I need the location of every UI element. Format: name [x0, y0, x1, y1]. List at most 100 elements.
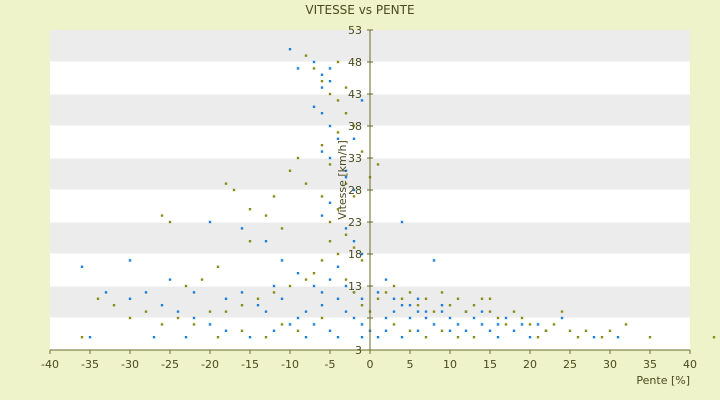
data-point-series-1 — [520, 323, 524, 326]
data-point-series-1 — [328, 80, 332, 83]
x-tick-label: -35 — [81, 358, 99, 371]
data-point-series-1 — [400, 304, 404, 307]
data-point-series-1 — [408, 316, 412, 320]
data-point-series-2 — [160, 214, 164, 217]
data-point-series-2 — [176, 316, 180, 320]
data-point-series-2 — [336, 99, 340, 102]
data-point-series-1 — [256, 304, 260, 307]
data-point-series-2 — [408, 291, 412, 294]
data-point-series-2 — [424, 336, 428, 339]
data-point-series-1 — [296, 272, 300, 275]
data-point-series-1 — [352, 240, 356, 243]
data-point-series-2 — [384, 291, 388, 294]
data-point-series-1 — [224, 329, 228, 332]
x-tick-label: 25 — [563, 358, 577, 371]
data-point-series-1 — [240, 227, 244, 230]
data-point-series-2 — [224, 310, 228, 313]
data-point-series-1 — [424, 316, 428, 320]
data-point-series-2 — [256, 297, 260, 300]
data-point-series-2 — [200, 278, 204, 281]
data-point-series-2 — [560, 310, 564, 313]
data-point-series-1 — [160, 304, 164, 307]
x-tick-label: -15 — [241, 358, 259, 371]
data-point-series-2 — [376, 297, 380, 300]
data-point-series-2 — [288, 284, 292, 288]
data-point-series-1 — [184, 336, 188, 339]
data-point-series-2 — [216, 265, 220, 268]
data-point-series-2 — [352, 291, 356, 294]
data-point-series-2 — [224, 182, 228, 185]
data-point-series-2 — [328, 92, 332, 96]
data-point-series-1 — [512, 329, 516, 332]
data-point-series-1 — [264, 310, 268, 313]
data-point-series-1 — [480, 323, 484, 326]
data-point-series-1 — [312, 323, 316, 326]
data-point-series-1 — [320, 86, 324, 89]
x-tick-label: -30 — [121, 358, 139, 371]
y-tick-label: 28 — [348, 184, 362, 197]
y-tick-label: 53 — [348, 24, 362, 37]
data-point-series-1 — [472, 316, 476, 320]
data-point-series-1 — [384, 329, 388, 332]
data-point-series-1 — [360, 323, 364, 326]
data-point-series-2 — [576, 336, 580, 339]
data-point-series-2 — [232, 188, 236, 192]
data-point-series-2 — [288, 169, 292, 172]
y-axis-label: Vitesse [km/h] — [336, 140, 349, 220]
data-point-series-2 — [160, 323, 164, 326]
data-point-series-2 — [248, 240, 252, 243]
data-point-series-1 — [320, 150, 324, 153]
data-point-series-1 — [440, 304, 444, 307]
data-point-series-2 — [128, 316, 132, 320]
data-point-series-1 — [504, 316, 508, 320]
data-point-series-1 — [416, 310, 420, 313]
data-point-series-1 — [424, 310, 428, 313]
data-point-series-1 — [384, 316, 388, 320]
data-point-series-2 — [376, 163, 380, 166]
data-point-series-2 — [712, 336, 716, 339]
x-tick-label: 5 — [407, 358, 414, 371]
x-tick-label: -10 — [281, 358, 299, 371]
x-tick-label: 20 — [523, 358, 537, 371]
data-point-series-1 — [592, 336, 596, 339]
data-point-series-1 — [432, 259, 436, 262]
x-tick-label: -5 — [325, 358, 336, 371]
data-point-series-1 — [376, 291, 380, 294]
data-point-series-2 — [624, 323, 628, 326]
data-point-series-2 — [488, 297, 492, 300]
data-point-series-2 — [352, 124, 356, 128]
data-point-series-1 — [360, 99, 364, 102]
data-point-series-2 — [472, 336, 476, 339]
data-point-series-1 — [616, 336, 620, 339]
data-point-series-2 — [320, 80, 324, 83]
data-point-series-2 — [432, 310, 436, 313]
data-point-series-2 — [552, 323, 556, 326]
y-tick-label: 33 — [348, 152, 362, 165]
data-point-series-2 — [584, 329, 588, 332]
data-point-series-1 — [448, 329, 452, 332]
data-point-series-1 — [352, 188, 356, 192]
data-point-series-2 — [416, 304, 420, 307]
data-point-series-2 — [448, 304, 452, 307]
data-point-series-2 — [336, 252, 340, 256]
data-point-series-1 — [88, 336, 92, 339]
data-point-series-2 — [600, 336, 604, 339]
data-point-series-1 — [80, 265, 84, 268]
y-tick-label: 38 — [348, 120, 362, 133]
data-point-series-1 — [320, 291, 324, 294]
data-point-series-1 — [536, 323, 540, 326]
data-point-series-2 — [280, 227, 284, 230]
data-point-series-2 — [264, 336, 268, 339]
data-point-series-2 — [272, 195, 276, 198]
y-tick-label: 23 — [348, 216, 362, 229]
data-point-series-2 — [248, 208, 252, 211]
x-tick-label: -20 — [201, 358, 219, 371]
data-point-series-2 — [344, 112, 348, 115]
data-point-series-1 — [376, 336, 380, 339]
x-tick-label: 35 — [643, 358, 657, 371]
data-point-series-1 — [328, 329, 332, 332]
data-point-series-1 — [384, 278, 388, 281]
data-point-series-1 — [312, 284, 316, 288]
data-point-series-1 — [336, 137, 340, 140]
